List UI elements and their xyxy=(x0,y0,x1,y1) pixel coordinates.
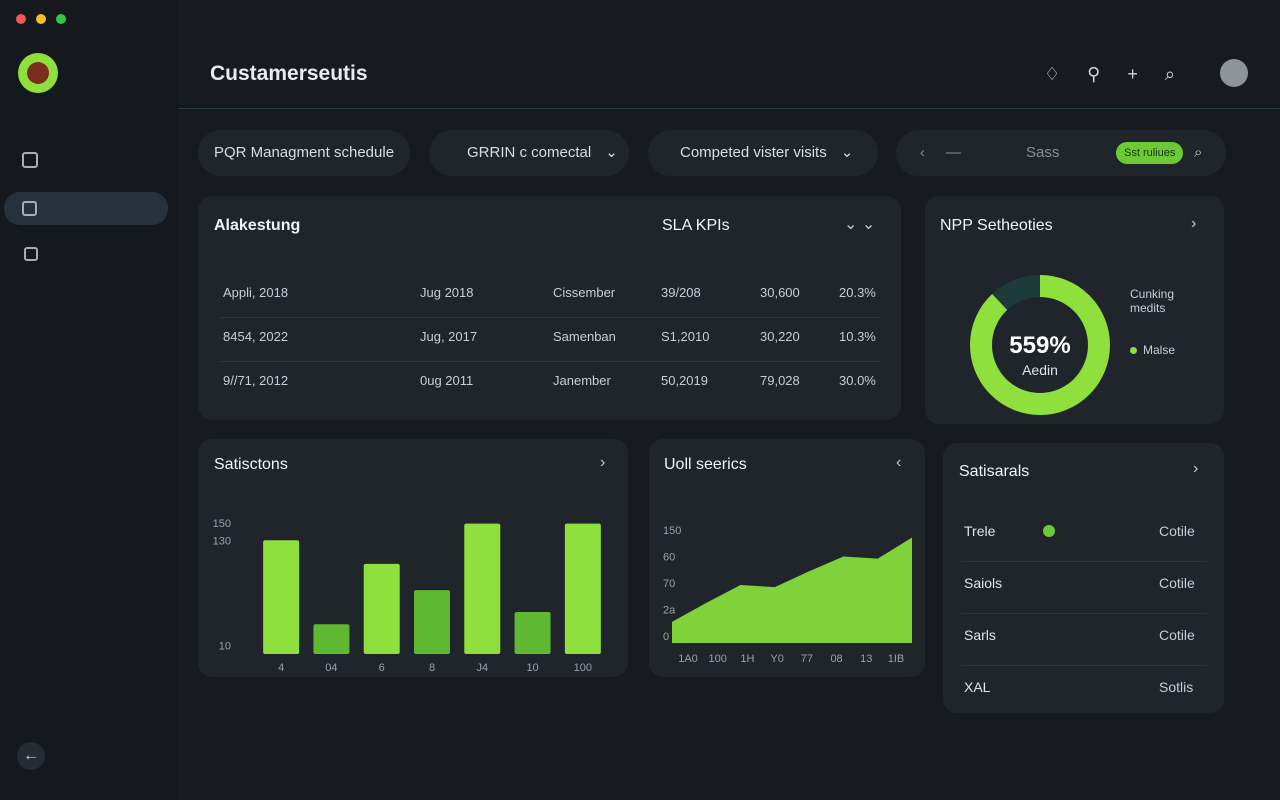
table-cell: Cissember xyxy=(553,285,616,300)
header-icons: ♢ ⚲ + ⌕ xyxy=(1044,64,1175,84)
status-dot xyxy=(1043,525,1055,537)
list-name: Trele xyxy=(964,523,996,539)
bar-panel: Satisctons › xyxy=(198,439,628,677)
table-cell: Jug, 2017 xyxy=(420,329,478,344)
area-title: Uoll seerics xyxy=(664,456,747,473)
list-value: Cotile xyxy=(1159,523,1195,539)
status-dot xyxy=(1043,681,1055,693)
table-cell: 30.0% xyxy=(839,373,876,388)
table-cell: Jug 2018 xyxy=(420,285,474,300)
status-dot xyxy=(1043,629,1055,641)
row-divider xyxy=(961,665,1207,666)
row-divider xyxy=(961,561,1207,562)
logo[interactable] xyxy=(18,53,58,93)
donut-title: NPP Setheoties xyxy=(940,217,1053,234)
table-cell: 30,220 xyxy=(760,329,800,344)
header-divider xyxy=(178,108,1280,109)
row-divider xyxy=(220,317,880,318)
table-cell: 9//71, 2012 xyxy=(223,373,289,388)
status-dot xyxy=(1043,577,1055,589)
sidebar xyxy=(0,0,178,800)
list-panel: Satisarals › Trele Cotile Saiols Cotile Sarl… xyxy=(943,443,1224,713)
nav-home[interactable] xyxy=(22,152,38,168)
table-cell: Appli, 2018 xyxy=(223,285,289,300)
donut-panel: NPP Setheoties › Cunking medits Malse xyxy=(925,196,1224,424)
list-value: Cotile xyxy=(1159,575,1195,591)
table-cell: 50,2019 xyxy=(661,373,708,388)
nav-folder[interactable] xyxy=(24,247,38,261)
list-value: Sotlis xyxy=(1159,679,1194,695)
list-value: Cotile xyxy=(1159,627,1195,643)
filter-label: GRRIN c comectal xyxy=(467,144,592,161)
area-panel: Uoll seerics ‹ xyxy=(649,439,925,677)
table-cell: Janember xyxy=(553,373,611,388)
list-title: Satisarals xyxy=(959,463,1030,480)
bar-title: Satisctons xyxy=(214,456,288,473)
filter-label: Competed vister visits xyxy=(680,144,827,161)
search-button[interactable]: Sst ruliues xyxy=(1116,142,1184,164)
table-cell: 0ug 2011 xyxy=(420,373,474,388)
table-cell: 39/208 xyxy=(661,285,701,300)
table-cell: Samenban xyxy=(553,329,616,344)
list-name: Saiols xyxy=(964,575,1003,591)
legend-item: Malse xyxy=(1143,343,1176,357)
search-bar: ‹ — Sass Sst ruliues ⌕ xyxy=(896,130,1226,176)
list-name: XAL xyxy=(964,679,991,695)
table-cell: 10.3% xyxy=(839,329,876,344)
legend-title: Cunking medits xyxy=(1130,287,1175,315)
table-cell: 30,600 xyxy=(760,285,800,300)
filter[interactable]: Competed vister visits ⌄ xyxy=(648,130,878,176)
window-min[interactable] xyxy=(36,14,46,24)
filter[interactable]: PQR Managment schedule xyxy=(198,130,410,176)
legend-dot xyxy=(1130,347,1137,354)
table-panel: Alakestung SLA KPIs ⌄ ⌄ Appli, 2018 Jug 2… xyxy=(198,196,901,420)
nav-active[interactable] xyxy=(4,192,168,225)
list-name: Sarls xyxy=(964,627,996,643)
table-cell: 79,028 xyxy=(760,373,800,388)
row-divider xyxy=(961,613,1207,614)
window-max[interactable] xyxy=(56,14,66,24)
window-close[interactable] xyxy=(16,14,26,24)
avatar[interactable] xyxy=(1220,59,1248,87)
table-cell: S1,2010 xyxy=(661,329,710,344)
back-button[interactable]: ← xyxy=(17,742,45,770)
search-label: Sass xyxy=(1026,144,1060,161)
table-cell: 8454, 2022 xyxy=(223,329,289,344)
table-title: Alakestung xyxy=(214,217,301,234)
filter[interactable]: GRRIN c comectal ⌄ xyxy=(429,130,629,176)
table-cell: 20.3% xyxy=(839,285,876,300)
table-subtitle: SLA KPIs xyxy=(662,217,730,234)
page-title: Custamerseutis xyxy=(210,62,368,85)
row-divider xyxy=(220,361,880,362)
